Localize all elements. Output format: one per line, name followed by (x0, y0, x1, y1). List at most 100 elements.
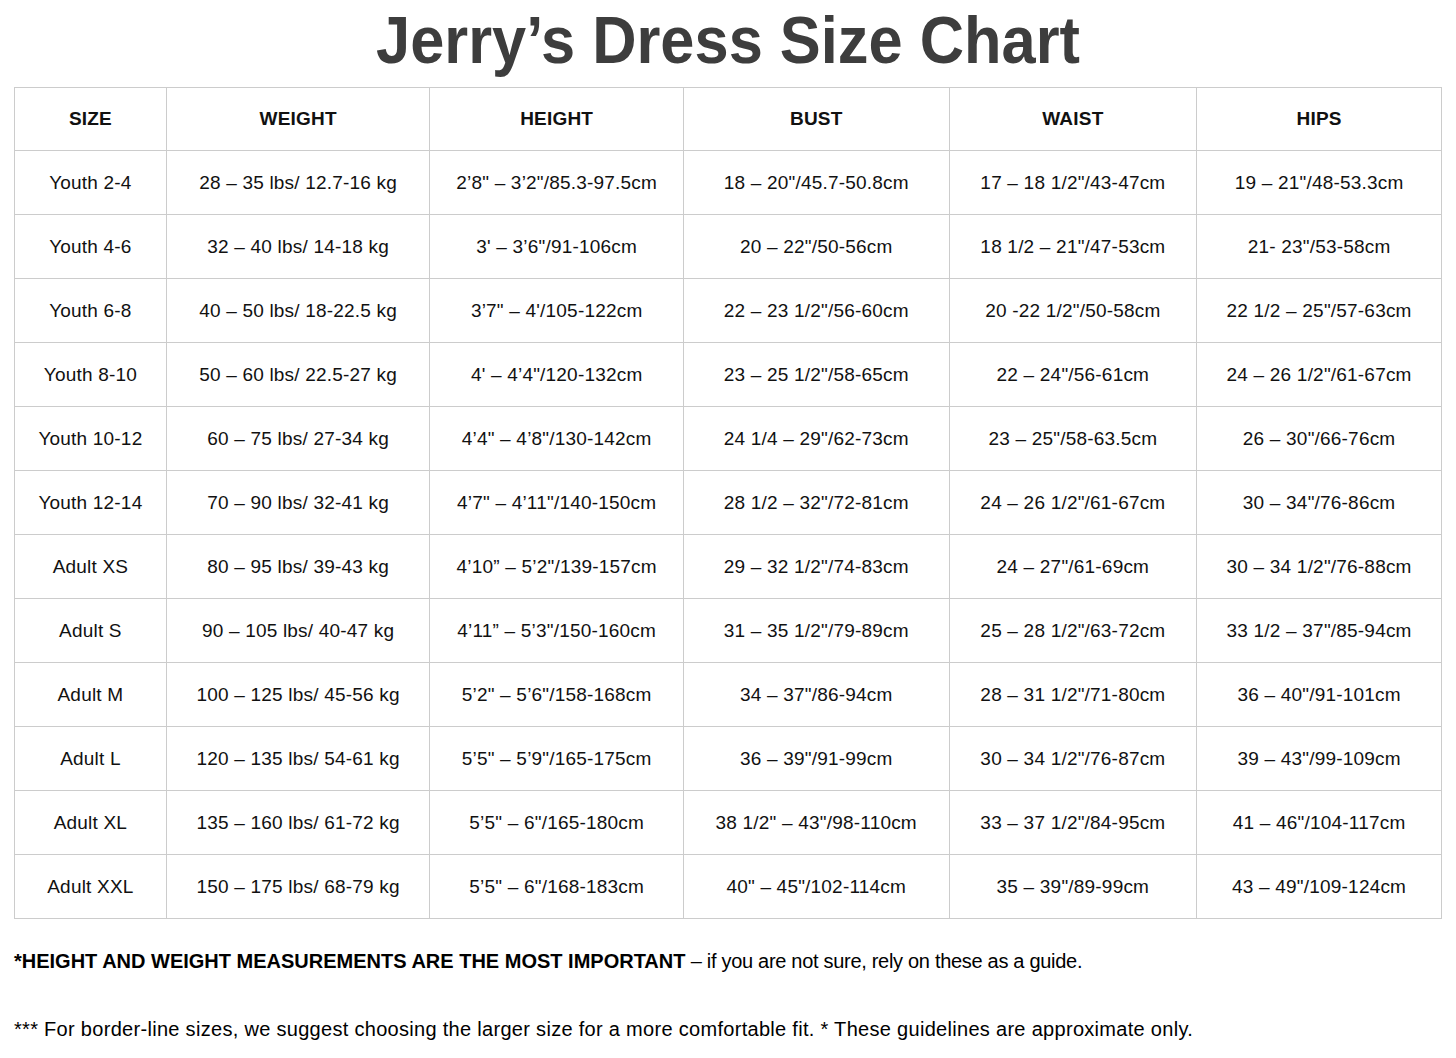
table-row: Adult XL135 – 160 lbs/ 61-72 kg5’5" – 6"… (15, 791, 1442, 855)
measurement-cell: 39 – 43"/99-109cm (1197, 727, 1442, 791)
measurement-cell: 21- 23"/53-58cm (1197, 215, 1442, 279)
header-weight: WEIGHT (166, 88, 430, 151)
table-row: Adult L120 – 135 lbs/ 54-61 kg5’5" – 5’9… (15, 727, 1442, 791)
measurement-cell: 5’2" – 5’6"/158-168cm (430, 663, 684, 727)
measurement-cell: 3' – 3’6"/91-106cm (430, 215, 684, 279)
measurement-cell: 4’11” – 5’3"/150-160cm (430, 599, 684, 663)
footnote-borderline: *** For border-line sizes, we suggest ch… (14, 1018, 1442, 1041)
measurement-cell: 22 – 24"/56-61cm (949, 343, 1197, 407)
measurement-cell: 36 – 39"/91-99cm (683, 727, 949, 791)
measurement-cell: 24 – 27"/61-69cm (949, 535, 1197, 599)
table-row: Youth 4-632 – 40 lbs/ 14-18 kg3' – 3’6"/… (15, 215, 1442, 279)
measurement-cell: 22 – 23 1/2"/56-60cm (683, 279, 949, 343)
header-bust: BUST (683, 88, 949, 151)
measurement-cell: 23 – 25 1/2"/58-65cm (683, 343, 949, 407)
measurement-cell: 5’5" – 6"/165-180cm (430, 791, 684, 855)
measurement-cell: 28 – 31 1/2"/71-80cm (949, 663, 1197, 727)
measurement-cell: 5’5" – 6"/168-183cm (430, 855, 684, 919)
measurement-cell: 40" – 45"/102-114cm (683, 855, 949, 919)
size-chart-body: Youth 2-428 – 35 lbs/ 12.7-16 kg2’8" – 3… (15, 151, 1442, 919)
measurement-cell: 41 – 46"/104-117cm (1197, 791, 1442, 855)
measurement-cell: 26 – 30"/66-76cm (1197, 407, 1442, 471)
measurement-cell: 30 – 34"/76-86cm (1197, 471, 1442, 535)
size-cell: Adult XS (15, 535, 167, 599)
measurement-cell: 5’5" – 5’9"/165-175cm (430, 727, 684, 791)
header-row: SIZE WEIGHT HEIGHT BUST WAIST HIPS (15, 88, 1442, 151)
measurement-cell: 4' – 4’4"/120-132cm (430, 343, 684, 407)
measurement-cell: 20 – 22"/50-56cm (683, 215, 949, 279)
measurement-cell: 33 – 37 1/2"/84-95cm (949, 791, 1197, 855)
measurement-cell: 40 – 50 lbs/ 18-22.5 kg (166, 279, 430, 343)
table-row: Youth 8-1050 – 60 lbs/ 22.5-27 kg4' – 4’… (15, 343, 1442, 407)
measurement-cell: 60 – 75 lbs/ 27-34 kg (166, 407, 430, 471)
size-cell: Youth 2-4 (15, 151, 167, 215)
size-cell: Youth 8-10 (15, 343, 167, 407)
measurement-cell: 28 1/2 – 32"/72-81cm (683, 471, 949, 535)
measurement-cell: 38 1/2" – 43"/98-110cm (683, 791, 949, 855)
measurement-cell: 29 – 32 1/2"/74-83cm (683, 535, 949, 599)
measurement-cell: 90 – 105 lbs/ 40-47 kg (166, 599, 430, 663)
size-cell: Youth 12-14 (15, 471, 167, 535)
measurement-cell: 28 – 35 lbs/ 12.7-16 kg (166, 151, 430, 215)
size-chart-table: SIZE WEIGHT HEIGHT BUST WAIST HIPS Youth… (14, 87, 1442, 919)
table-row: Adult S90 – 105 lbs/ 40-47 kg4’11” – 5’3… (15, 599, 1442, 663)
measurement-cell: 18 – 20"/45.7-50.8cm (683, 151, 949, 215)
table-row: Youth 6-840 – 50 lbs/ 18-22.5 kg3’7" – 4… (15, 279, 1442, 343)
measurement-cell: 2’8" – 3’2"/85.3-97.5cm (430, 151, 684, 215)
measurement-cell: 23 – 25"/58-63.5cm (949, 407, 1197, 471)
measurement-cell: 35 – 39"/89-99cm (949, 855, 1197, 919)
size-cell: Adult M (15, 663, 167, 727)
header-height: HEIGHT (430, 88, 684, 151)
size-cell: Youth 10-12 (15, 407, 167, 471)
measurement-cell: 17 – 18 1/2"/43-47cm (949, 151, 1197, 215)
measurement-cell: 3’7" – 4'/105-122cm (430, 279, 684, 343)
size-cell: Youth 6-8 (15, 279, 167, 343)
page-title: Jerry’s Dress Size Chart (64, 6, 1392, 75)
measurement-cell: 24 1/4 – 29"/62-73cm (683, 407, 949, 471)
size-cell: Adult S (15, 599, 167, 663)
measurement-cell: 19 – 21"/48-53.3cm (1197, 151, 1442, 215)
measurement-cell: 80 – 95 lbs/ 39-43 kg (166, 535, 430, 599)
header-waist: WAIST (949, 88, 1197, 151)
measurement-cell: 43 – 49"/109-124cm (1197, 855, 1442, 919)
measurement-cell: 18 1/2 – 21"/47-53cm (949, 215, 1197, 279)
measurement-cell: 20 -22 1/2"/50-58cm (949, 279, 1197, 343)
page: Jerry’s Dress Size Chart SIZE WEIGHT HEI… (0, 6, 1456, 1041)
measurement-cell: 120 – 135 lbs/ 54-61 kg (166, 727, 430, 791)
measurement-cell: 24 – 26 1/2"/61-67cm (949, 471, 1197, 535)
table-row: Youth 2-428 – 35 lbs/ 12.7-16 kg2’8" – 3… (15, 151, 1442, 215)
measurement-cell: 4’10” – 5’2"/139-157cm (430, 535, 684, 599)
measurement-cell: 135 – 160 lbs/ 61-72 kg (166, 791, 430, 855)
size-cell: Youth 4-6 (15, 215, 167, 279)
measurement-cell: 31 – 35 1/2"/79-89cm (683, 599, 949, 663)
measurement-cell: 70 – 90 lbs/ 32-41 kg (166, 471, 430, 535)
table-row: Adult M100 – 125 lbs/ 45-56 kg5’2" – 5’6… (15, 663, 1442, 727)
footnote-height-weight: *HEIGHT AND WEIGHT MEASUREMENTS ARE THE … (14, 950, 1442, 973)
table-header: SIZE WEIGHT HEIGHT BUST WAIST HIPS (15, 88, 1442, 151)
table-row: Youth 12-1470 – 90 lbs/ 32-41 kg4’7" – 4… (15, 471, 1442, 535)
footnote-bold-text: *HEIGHT AND WEIGHT MEASUREMENTS ARE THE … (14, 950, 685, 972)
measurement-cell: 32 – 40 lbs/ 14-18 kg (166, 215, 430, 279)
measurement-cell: 22 1/2 – 25"/57-63cm (1197, 279, 1442, 343)
table-row: Adult XXL150 – 175 lbs/ 68-79 kg5’5" – 6… (15, 855, 1442, 919)
measurement-cell: 4’7" – 4’11"/140-150cm (430, 471, 684, 535)
table-row: Adult XS80 – 95 lbs/ 39-43 kg4’10” – 5’2… (15, 535, 1442, 599)
size-cell: Adult XXL (15, 855, 167, 919)
measurement-cell: 33 1/2 – 37"/85-94cm (1197, 599, 1442, 663)
measurement-cell: 24 – 26 1/2"/61-67cm (1197, 343, 1442, 407)
measurement-cell: 25 – 28 1/2"/63-72cm (949, 599, 1197, 663)
footnote-regular-text: – if you are not sure, rely on these as … (685, 950, 1082, 972)
measurement-cell: 30 – 34 1/2"/76-88cm (1197, 535, 1442, 599)
header-hips: HIPS (1197, 88, 1442, 151)
measurement-cell: 34 – 37"/86-94cm (683, 663, 949, 727)
header-size: SIZE (15, 88, 167, 151)
measurement-cell: 30 – 34 1/2"/76-87cm (949, 727, 1197, 791)
measurement-cell: 100 – 125 lbs/ 45-56 kg (166, 663, 430, 727)
measurement-cell: 36 – 40"/91-101cm (1197, 663, 1442, 727)
measurement-cell: 50 – 60 lbs/ 22.5-27 kg (166, 343, 430, 407)
size-cell: Adult XL (15, 791, 167, 855)
measurement-cell: 150 – 175 lbs/ 68-79 kg (166, 855, 430, 919)
measurement-cell: 4’4" – 4’8"/130-142cm (430, 407, 684, 471)
size-cell: Adult L (15, 727, 167, 791)
table-row: Youth 10-1260 – 75 lbs/ 27-34 kg4’4" – 4… (15, 407, 1442, 471)
